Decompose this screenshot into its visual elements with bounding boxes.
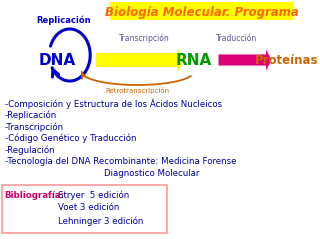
Text: Biología Molecular. Programa: Biología Molecular. Programa <box>105 5 299 18</box>
Text: -Tecnología del DNA Recombinante: Medicina Forense: -Tecnología del DNA Recombinante: Medici… <box>5 157 236 166</box>
Text: Diagnostico Molecular: Diagnostico Molecular <box>5 168 199 178</box>
Text: Stryer  5 edición: Stryer 5 edición <box>58 190 129 200</box>
FancyBboxPatch shape <box>2 185 167 233</box>
Text: RNA: RNA <box>175 53 212 67</box>
Text: Retrotranscripción: Retrotranscripción <box>106 87 170 94</box>
FancyBboxPatch shape <box>110 2 293 20</box>
Text: -Composición y Estructura de los Ácidos Nucleicos: -Composición y Estructura de los Ácidos … <box>5 99 222 109</box>
Text: Traducción: Traducción <box>216 33 257 43</box>
Text: DNA: DNA <box>39 53 76 67</box>
Text: Bibliografía:: Bibliografía: <box>5 190 65 200</box>
Text: Voet 3 edición: Voet 3 edición <box>58 203 119 212</box>
Text: -Transcripción: -Transcripción <box>5 122 64 132</box>
Text: Transcripción: Transcripción <box>119 33 170 43</box>
Text: -Replicación: -Replicación <box>5 111 57 120</box>
Text: Proteínas: Proteínas <box>255 54 318 66</box>
Text: Replicación: Replicación <box>36 15 91 25</box>
Text: -Regulación: -Regulación <box>5 145 55 155</box>
Text: Lehninger 3 edición: Lehninger 3 edición <box>58 216 143 226</box>
Text: -Código Genético y Traducción: -Código Genético y Traducción <box>5 134 136 143</box>
